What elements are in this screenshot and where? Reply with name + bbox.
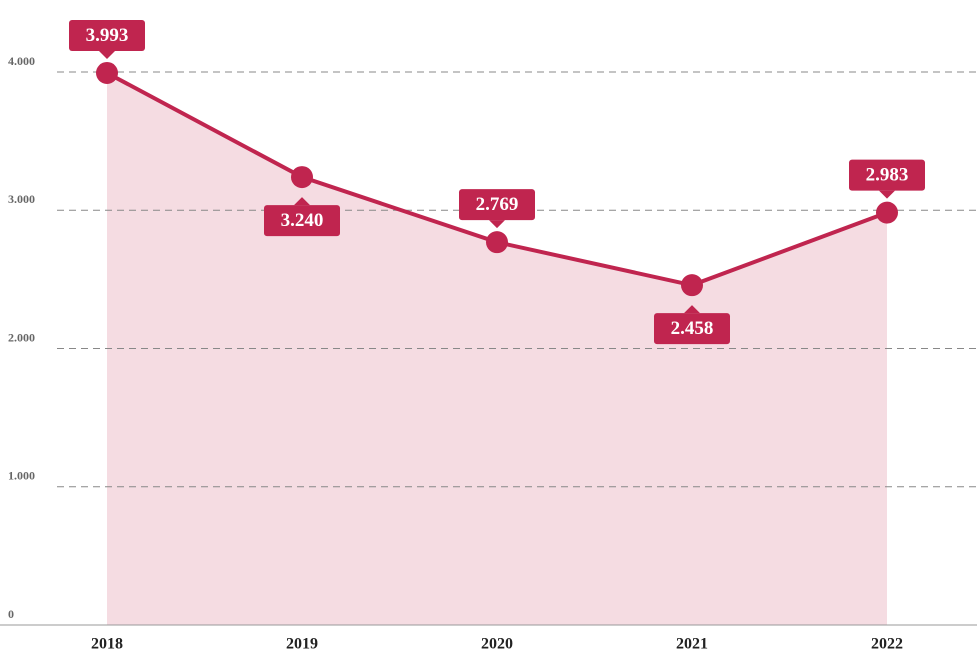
value-label-pointer (684, 305, 700, 314)
y-tick-label: 0 (8, 607, 14, 621)
value-label: 2.458 (671, 318, 714, 339)
value-label: 2.769 (476, 194, 519, 215)
value-label: 3.993 (86, 25, 129, 46)
y-tick-label: 3.000 (8, 192, 35, 206)
value-label: 2.983 (866, 164, 909, 185)
value-label-pointer (879, 190, 895, 199)
value-label: 3.240 (281, 210, 324, 231)
value-label-box (459, 189, 535, 221)
x-tick-label: 2020 (481, 636, 513, 653)
x-tick-label: 2019 (286, 636, 318, 653)
value-label-pointer (294, 197, 310, 206)
point (486, 231, 508, 254)
x-tick-label: 2022 (871, 636, 903, 653)
value-label-box (69, 19, 145, 51)
y-tick-label: 2.000 (8, 330, 35, 344)
y-tick-label: 4.000 (8, 54, 35, 68)
x-tick-label: 2018 (91, 636, 123, 653)
value-label-pointer (99, 50, 115, 59)
value-label-box (849, 159, 925, 191)
value-label-box (264, 205, 340, 237)
point (681, 274, 703, 297)
point (96, 61, 118, 84)
x-tick-label: 2021 (676, 636, 708, 653)
point (291, 166, 313, 189)
point (876, 201, 898, 224)
value-label-box (654, 313, 730, 345)
y-tick-label: 1.000 (8, 469, 35, 483)
value-label-pointer (489, 220, 505, 229)
